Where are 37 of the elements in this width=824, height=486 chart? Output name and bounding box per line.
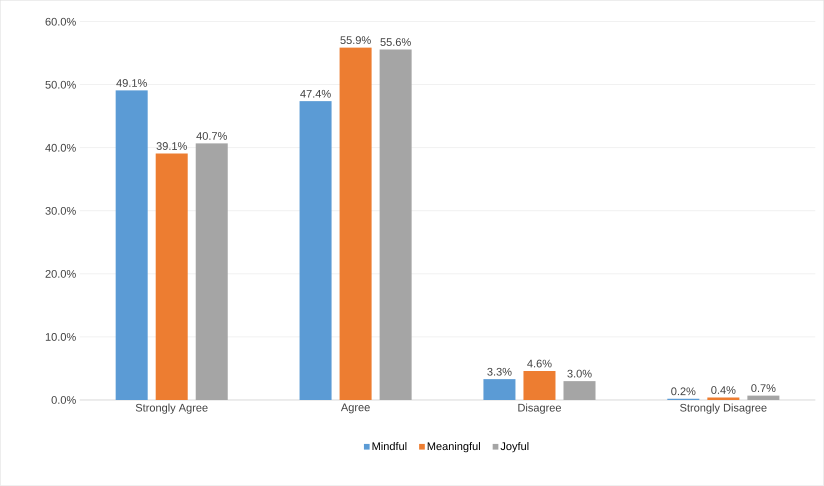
bar — [116, 90, 148, 400]
data-label: 39.1% — [156, 142, 187, 150]
bar — [707, 398, 740, 400]
y-tick-label: 30.0% — [45, 207, 76, 215]
x-tick-label: Strongly Disagree — [680, 404, 767, 414]
x-tick-label: Disagree — [518, 404, 561, 414]
data-label: 0.4% — [711, 386, 736, 394]
x-tick-label: Strongly Agree — [136, 404, 208, 414]
bar — [563, 381, 596, 400]
bar — [380, 50, 412, 400]
y-tick-label: 40.0% — [45, 144, 76, 152]
y-tick-label: 20.0% — [46, 270, 76, 278]
bar — [340, 48, 372, 400]
y-tick-label: 60.0% — [46, 18, 76, 26]
bar — [483, 379, 516, 400]
data-label: 0.2% — [671, 388, 696, 396]
y-tick-label: 50.0% — [45, 81, 76, 89]
data-label: 55.9% — [340, 36, 371, 44]
data-label: 0.7% — [751, 384, 776, 392]
legend-label: Joyful — [500, 442, 528, 452]
legend-label: Meaningful — [428, 442, 480, 452]
data-label: 55.6% — [380, 38, 411, 46]
data-label: 3.3% — [487, 368, 512, 376]
x-tick-label: Agree — [340, 404, 370, 414]
data-label: 4.6% — [527, 360, 552, 368]
bar — [523, 371, 556, 400]
bar — [156, 154, 188, 400]
bar — [300, 101, 332, 400]
data-label: 47.4% — [300, 90, 331, 98]
data-label: 49.1% — [116, 79, 147, 88]
y-tick-label: 10.0% — [46, 333, 76, 341]
data-label: 40.7% — [196, 132, 227, 140]
bar — [747, 396, 780, 400]
y-tick-label: 0.0% — [52, 396, 76, 404]
data-label: 3.0% — [567, 370, 592, 378]
bar — [196, 144, 228, 400]
legend-label: Mindful — [372, 442, 406, 450]
